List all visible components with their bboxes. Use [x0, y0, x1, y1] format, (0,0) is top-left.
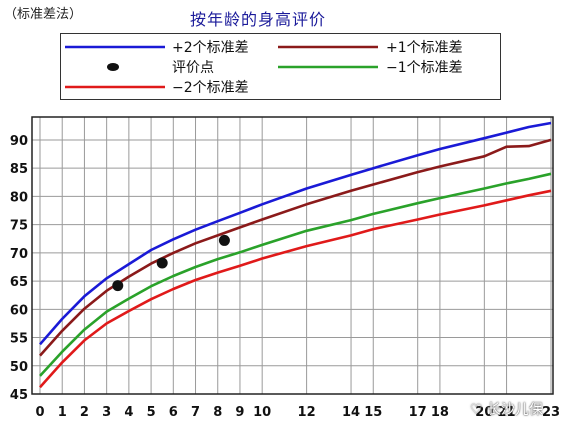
legend-point-marker [107, 63, 119, 71]
x-tick-label: 18 [431, 405, 449, 420]
series-line [39, 138, 552, 357]
y-tick-label: 55 [10, 332, 28, 347]
series-lines [39, 121, 552, 389]
x-tick-label: 0 [35, 405, 44, 420]
series-line [39, 172, 552, 377]
evaluation-points [112, 234, 230, 292]
x-tick-label: 17 [409, 405, 427, 420]
y-tick-label: 80 [10, 190, 28, 205]
y-tick-label: 75 [10, 219, 28, 234]
y-tick-label: 50 [10, 360, 28, 375]
x-tick-label: 10 [253, 405, 271, 420]
x-tick-label: 9 [235, 405, 244, 420]
x-tick-label: 8 [213, 405, 222, 420]
chart-title: 按年龄的身高评价 [190, 10, 327, 29]
y-tick-label: 70 [10, 247, 28, 262]
x-tick-label: 2 [80, 405, 89, 420]
plot-frame [31, 116, 554, 395]
x-tick-label: 1 [58, 405, 67, 420]
y-tick-label: 90 [10, 134, 28, 149]
legend-label: −2个标准差 [172, 80, 249, 96]
evaluation-point [156, 257, 168, 269]
x-tick-label: 3 [102, 405, 111, 420]
evaluation-point [112, 280, 124, 292]
y-tick-label: 65 [10, 275, 28, 290]
x-tick-label: 5 [147, 405, 156, 420]
x-tick-label: 12 [298, 405, 316, 420]
y-tick-label: 85 [10, 162, 28, 177]
x-tick-label: 7 [191, 405, 200, 420]
x-tick-label: 15 [364, 405, 382, 420]
x-tick-label: 20 [475, 405, 493, 420]
axes: 0 1 2 3 4 5 6 7 8 9 10 12 14 15 17 18 20 21 23455055606570… [10, 116, 560, 420]
x-tick-label: 14 [342, 405, 360, 420]
x-tick-label: 6 [169, 405, 178, 420]
legend-label: +1个标准差 [386, 40, 463, 56]
legend-label: +2个标准差 [172, 40, 249, 56]
corner-label: （标准差法） [4, 7, 83, 22]
evaluation-point [218, 234, 230, 246]
x-tick-label: 23 [542, 405, 560, 420]
legend-label: −1个标准差 [386, 60, 463, 76]
x-tick-label: 21 [498, 405, 516, 420]
y-tick-label: 45 [10, 388, 28, 403]
plot-area [32, 117, 553, 394]
legend-label: 评价点 [172, 60, 214, 76]
series-line [39, 189, 552, 389]
x-tick-label: 4 [124, 405, 133, 420]
y-tick-label: 60 [10, 303, 28, 318]
series-line [39, 121, 552, 346]
watermark: ♡ 长沙儿保 [470, 402, 544, 418]
